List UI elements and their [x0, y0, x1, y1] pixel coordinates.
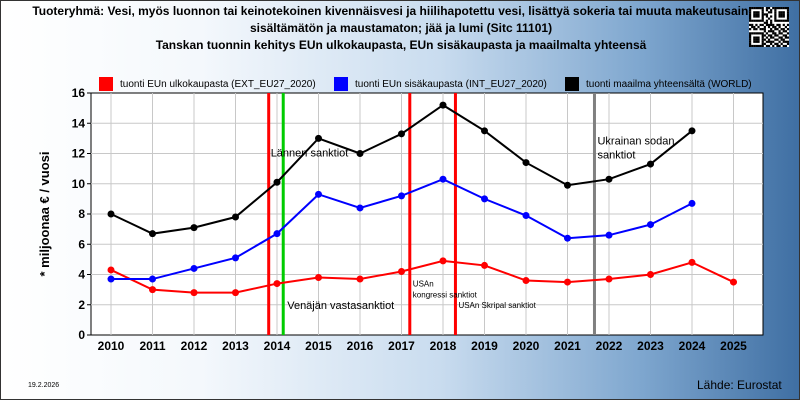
x-tick-label: 2016	[347, 339, 374, 353]
date-stamp: 19.2.2026	[28, 382, 60, 389]
data-point	[605, 175, 613, 183]
chart-subtitle: Tanskan tuonnin kehitys EUn ulkokaupasta…	[155, 38, 647, 52]
data-point	[356, 150, 364, 157]
data-point	[232, 213, 239, 221]
source-label: Lähde: Eurostat	[697, 378, 782, 392]
data-point	[190, 289, 198, 297]
data-point	[107, 266, 115, 274]
data-point	[647, 221, 654, 229]
legend-label-ext: tuonti EUn ulkokaupasta (EXT_EU27_2020)	[120, 79, 316, 90]
data-point	[688, 199, 696, 207]
data-point	[149, 286, 156, 294]
y-tick-label: 0	[78, 328, 85, 342]
event-label-us-skripal-sanctions: USAn Skripal sanktiot	[458, 301, 536, 310]
y-tick-label: 6	[78, 237, 85, 251]
data-point	[564, 181, 571, 189]
event-label-ukraine-war-sanctions: Ukrainan sodan sanktiot	[597, 135, 674, 161]
y-tick-label: 8	[78, 207, 85, 221]
x-tick-label: 2012	[181, 339, 208, 353]
chart-title-line1: Tuoteryhmä: Vesi, myös luonnon tai keino…	[32, 4, 770, 18]
data-point	[315, 274, 322, 282]
data-point	[273, 178, 281, 186]
legend-swatch-int	[334, 77, 348, 91]
x-tick-label: 2014	[264, 339, 291, 353]
data-point	[439, 175, 447, 183]
data-point	[564, 234, 571, 242]
chart-title-line2: sisältämätön ja maustamaton; jää ja lumi…	[249, 21, 553, 35]
event-label-russian-countersanctions: Venäjän vastasanktiot	[287, 300, 394, 312]
data-point	[356, 204, 364, 212]
data-point	[190, 224, 198, 232]
data-point	[190, 264, 198, 272]
data-point	[107, 275, 115, 283]
y-tick-label: 10	[72, 177, 86, 191]
data-point	[232, 254, 239, 262]
data-point	[439, 101, 447, 109]
legend-label-int: tuonti EUn sisäkaupasta (INT_EU27_2020)	[355, 79, 547, 90]
data-point	[273, 230, 281, 238]
x-tick-label: 2017	[388, 339, 415, 353]
x-tick-label: 2025	[720, 339, 747, 353]
data-point	[149, 275, 156, 283]
y-tick-label: 16	[72, 86, 86, 100]
event-label-us-congress-sanctions: USAn kongressi sanktiot	[413, 280, 478, 300]
event-label-western-sanctions: Lännen sanktiot	[271, 148, 349, 160]
data-point	[522, 212, 530, 220]
x-tick-label: 2015	[305, 339, 332, 353]
data-point	[398, 192, 405, 200]
data-point	[688, 258, 696, 266]
data-point	[522, 277, 530, 285]
data-point	[273, 280, 281, 288]
data-point	[315, 134, 322, 142]
data-point	[356, 275, 364, 283]
x-tick-label: 2011	[139, 339, 165, 353]
data-point	[107, 210, 115, 218]
y-tick-label: 4	[78, 268, 85, 282]
data-point	[730, 278, 737, 286]
x-tick-label: 2019	[471, 339, 498, 353]
x-tick-label: 2021	[554, 339, 581, 353]
x-tick-label: 2020	[513, 339, 540, 353]
y-tick-label: 2	[78, 298, 85, 312]
legend-swatch-ext	[99, 77, 113, 91]
data-point	[149, 230, 156, 238]
y-axis-label: * miljoonaa € / vuosi	[37, 152, 52, 277]
x-tick-label: 2018	[430, 339, 457, 353]
y-tick-label: 12	[72, 147, 86, 161]
x-tick-label: 2022	[596, 339, 623, 353]
data-point	[688, 127, 696, 135]
data-point	[647, 160, 654, 168]
legend-label-world: tuonti maailma yhteensältä (WORLD)	[586, 79, 752, 90]
data-point	[232, 289, 239, 297]
data-point	[398, 267, 405, 275]
data-point	[481, 127, 488, 135]
x-tick-label: 2024	[679, 339, 706, 353]
data-point	[481, 195, 488, 203]
data-point	[315, 190, 322, 198]
data-point	[605, 275, 613, 283]
data-point	[605, 231, 613, 239]
data-point	[439, 257, 447, 265]
legend-swatch-world	[565, 77, 579, 91]
data-point	[564, 278, 571, 286]
x-tick-label: 2013	[222, 339, 249, 353]
y-tick-label: 14	[72, 116, 86, 130]
series-line-0	[110, 259, 734, 294]
data-point	[398, 130, 405, 138]
data-point	[647, 271, 654, 278]
data-point	[522, 159, 530, 167]
qr-code-icon	[749, 7, 789, 47]
data-point	[481, 261, 488, 269]
x-tick-label: 2023	[637, 339, 664, 353]
x-tick-label: 2010	[98, 339, 125, 353]
